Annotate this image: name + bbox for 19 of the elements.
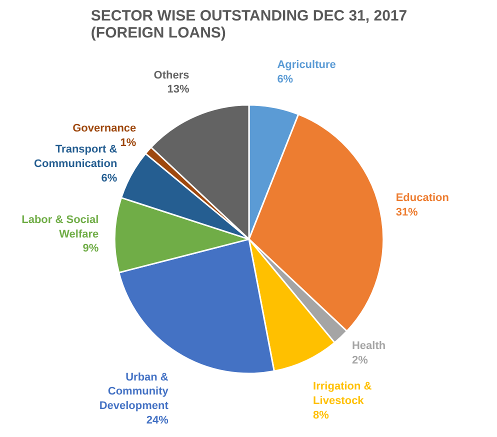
slice-label: Others [154,69,190,82]
data-label: 9% [82,242,99,255]
slice-label: Agriculture [277,59,336,72]
data-label: 31% [396,206,418,218]
slice-label: Governance [72,122,136,135]
slice-label: Labor & Social Welfare [22,214,99,240]
data-label: 24% [146,414,169,426]
chart-title: SECTOR WISE OUTSTANDING DEC 31, 2017 (FOREIGN LOANS) [90,8,408,42]
data-label: 13% [167,84,190,96]
data-label: 8% [313,410,330,422]
slice-label: Education [396,192,450,204]
data-label: 2% [352,354,368,366]
data-label: 1% [120,136,136,149]
slice-label: Urban & Community Development [99,371,170,412]
data-label: 6% [101,172,118,184]
slice-label: Transport & Communication [34,143,118,170]
slice-label: Health [352,340,386,352]
data-label: 6% [277,74,294,86]
slice-label: Irrigation & Livestock [313,380,372,408]
